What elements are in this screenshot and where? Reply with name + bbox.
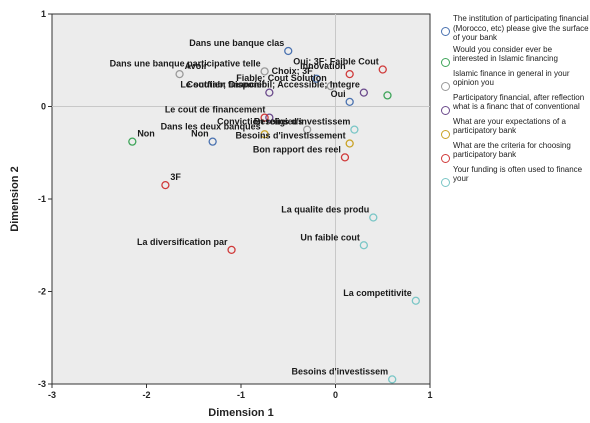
legend-marker-icon: [441, 81, 450, 91]
point-label: Dans une banque clas: [189, 38, 284, 48]
legend-marker-icon: [441, 129, 450, 139]
legend-label: Islamic finance in general in your opini…: [453, 68, 570, 88]
point-label: La qualite des produ: [281, 205, 369, 215]
data-point: [265, 88, 274, 97]
legend-item: Your funding is often used to finance yo…: [441, 165, 589, 187]
y-tick-label: -3: [38, 379, 46, 389]
legend-marker-icon: [441, 105, 450, 115]
data-point: [378, 65, 387, 74]
legend-marker-icon: [441, 57, 450, 67]
ticks-layer: -3 -2 -1 0 1 1 0 -1 -2 -3: [38, 9, 433, 400]
labels-layer: Dans une banque clas Choix; 3F Oui Non Non Av…: [110, 38, 412, 376]
data-point: [161, 180, 170, 190]
x-tick-label: 0: [333, 390, 338, 400]
data-point: [326, 82, 335, 91]
point-label: 3F: [170, 172, 181, 182]
point-label: Dans les deux banques: [161, 121, 261, 131]
point-label: Un faible cout: [300, 232, 360, 242]
data-point: [260, 130, 269, 139]
legend: The institution of participating financi…: [441, 14, 589, 189]
legend-item: What are your expectations of a particip…: [441, 117, 589, 139]
data-point: [359, 241, 369, 250]
legend-label: The institution of participating financi…: [453, 14, 589, 42]
data-point: [284, 46, 293, 56]
point-label: La diversification par: [137, 237, 228, 247]
legend-marker-icon: [441, 177, 450, 187]
data-point: [350, 125, 359, 134]
legend-label: What are your expectations of a particip…: [453, 116, 566, 136]
data-point: [411, 296, 420, 305]
point-label: Le cout de financement: [165, 105, 266, 115]
x-tick-label: -3: [48, 390, 56, 400]
x-axis-title: Dimension 1: [208, 407, 273, 419]
legend-item: Would you consider ever be interested in…: [441, 45, 589, 67]
legend-item: The institution of participating financi…: [441, 14, 589, 43]
x-tick-label: -1: [237, 390, 245, 400]
data-point: [340, 153, 350, 162]
point-label: Le soutien financier: [180, 80, 266, 90]
point-label: Non: [191, 129, 209, 139]
point-label: Besoins d'investissement: [235, 131, 345, 141]
data-point: [175, 69, 184, 79]
point-label: La competitivite: [343, 288, 412, 298]
points-layer: [128, 46, 420, 384]
legend-label: Participatory financial, after reflectio…: [453, 92, 585, 112]
x-tick-label: 1: [427, 390, 432, 400]
plot-area: [51, 13, 431, 385]
legend-label: Your funding is often used to finance yo…: [453, 164, 583, 184]
data-point: [265, 113, 274, 122]
legend-label: Would you consider ever be interested in…: [453, 44, 558, 64]
data-point: [383, 91, 392, 100]
data-point: [388, 375, 397, 384]
y-tick-label: 0: [41, 102, 46, 112]
data-point: [345, 69, 354, 79]
data-point: [345, 97, 354, 107]
legend-marker-icon: [441, 27, 450, 36]
x-tick-label: -2: [142, 390, 150, 400]
legend-item: Participatory financial, after reflectio…: [441, 93, 589, 115]
data-point: [227, 245, 236, 255]
point-label: Besoins d'investissem: [254, 117, 351, 127]
point-label: Besoins d'investissem: [292, 366, 389, 376]
legend-item: Islamic finance in general in your opini…: [441, 69, 589, 91]
y-tick-label: 1: [41, 9, 46, 19]
data-point: [260, 67, 269, 76]
point-label: Innovation: [300, 61, 346, 71]
point-label: Oui: [331, 89, 346, 99]
point-label: Bon rapport des reel: [253, 144, 341, 154]
point-label: Conviction religieus: [217, 117, 303, 127]
point-label: Dans une banque participative telle: [110, 58, 261, 68]
legend-item: What are the criteria for choosing parti…: [441, 141, 589, 163]
data-point: [260, 113, 269, 122]
y-axis-title: Dimension 2: [9, 166, 21, 231]
data-point: [128, 137, 137, 146]
data-point: [369, 213, 378, 222]
data-point: [345, 139, 354, 148]
y-tick-label: -2: [38, 287, 46, 297]
point-label: Non: [137, 129, 155, 139]
data-point: [359, 88, 369, 97]
legend-label: What are the criteria for choosing parti…: [453, 140, 571, 160]
data-point: [302, 125, 312, 134]
point-label: Oui; 3F; Faible Cout: [293, 57, 379, 67]
y-tick-label: -1: [38, 194, 46, 204]
point-label: Choix; 3F: [272, 66, 314, 76]
data-point: [208, 137, 217, 146]
point-label: Avoir: [185, 61, 208, 71]
legend-marker-icon: [441, 153, 450, 163]
point-label: Fiable; Cout Solution: [236, 73, 327, 83]
point-label: Coutfiab; Disponibil; Accessible; Integr…: [187, 80, 360, 90]
data-point: [312, 74, 321, 83]
